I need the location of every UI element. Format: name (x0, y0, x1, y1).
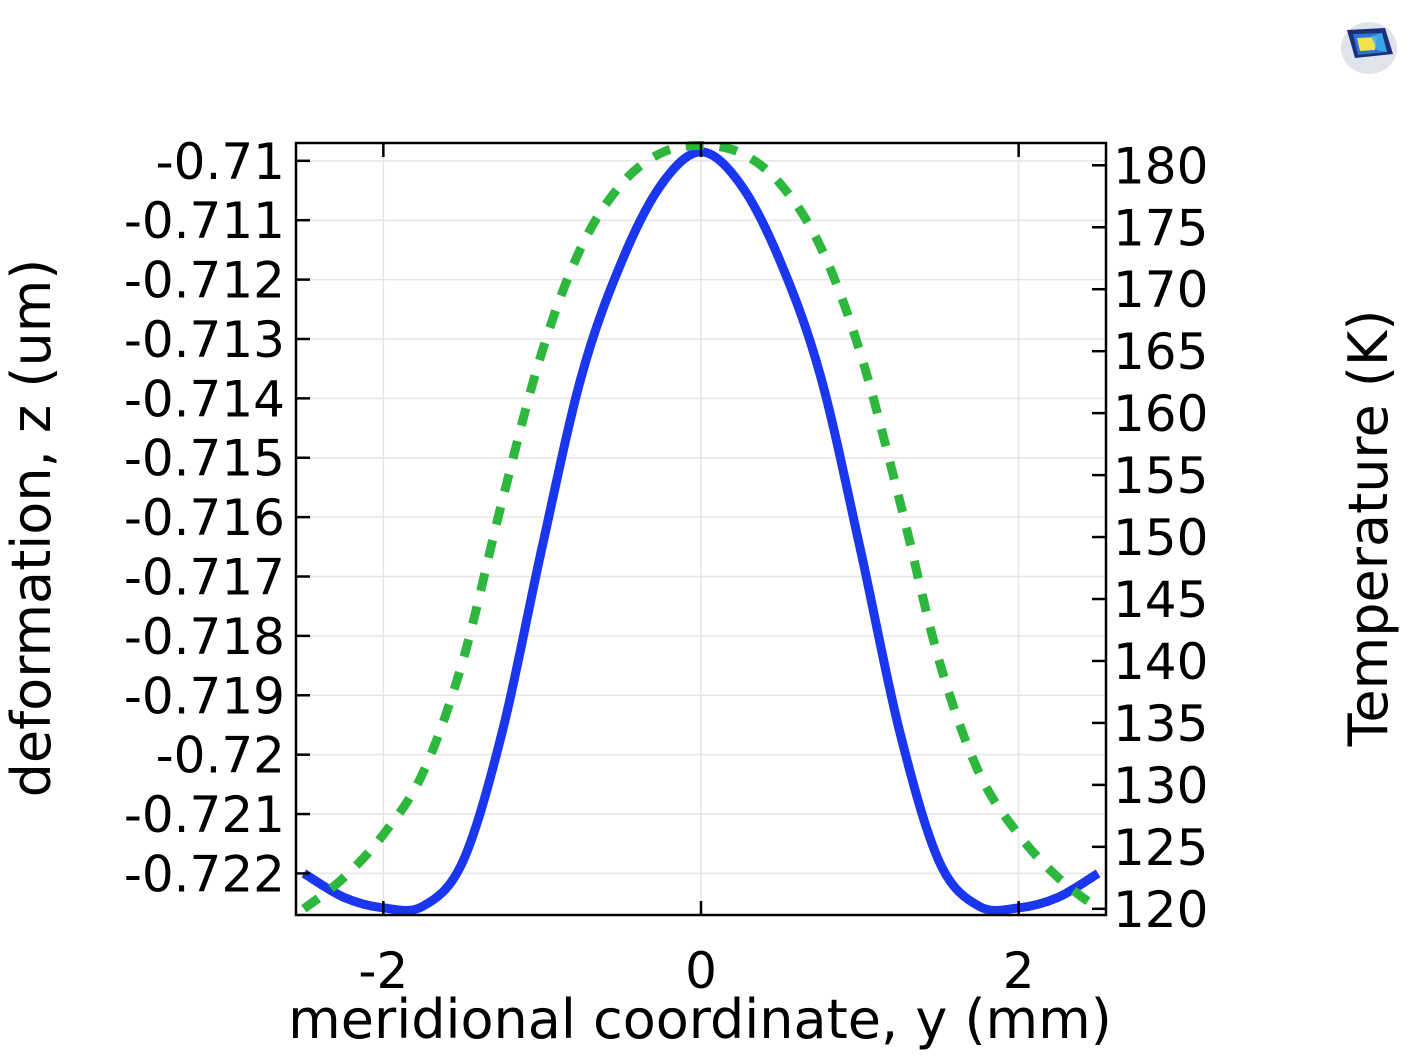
y-tick-label-right: 155 (1113, 447, 1208, 505)
x-tick-label: 2 (1003, 942, 1035, 1000)
y-tick-label-left: -0.71 (156, 133, 285, 191)
y-tick-label-right: 125 (1113, 819, 1208, 877)
y-tick-label-right: 140 (1113, 633, 1208, 691)
y-tick-label-right: 170 (1113, 261, 1208, 319)
y-tick-label-left: -0.716 (124, 489, 285, 547)
tick-labels-layer: -2 0 2-0.71-0.711-0.712-0.713-0.714-0.715-… (124, 133, 1209, 1000)
y-tick-label-right: 120 (1113, 881, 1208, 939)
y-tick-label-left: -0.722 (124, 845, 285, 903)
y-tick-label-right: 175 (1113, 199, 1208, 257)
y-tick-label-right: 150 (1113, 509, 1208, 567)
y-tick-label-left: -0.719 (124, 667, 285, 725)
y-tick-label-right: 165 (1113, 323, 1208, 381)
y-axis-title-left: deformation, z (um) (0, 259, 63, 798)
ticks-layer (296, 143, 1106, 915)
y-tick-label-left: -0.718 (124, 608, 285, 666)
y-tick-label-right: 160 (1113, 385, 1208, 443)
grid-lines (296, 143, 1106, 915)
y-tick-label-left: -0.712 (124, 252, 285, 310)
y-tick-label-right: 145 (1113, 571, 1208, 629)
y-tick-label-left: -0.713 (124, 311, 285, 369)
x-tick-label: 0 (685, 942, 717, 1000)
y-tick-label-right: 180 (1113, 137, 1208, 195)
x-tick-label: -2 (358, 942, 408, 1000)
y-tick-label-left: -0.711 (124, 192, 285, 250)
y-tick-label-left: -0.714 (124, 370, 285, 428)
y-tick-label-right: 135 (1113, 695, 1208, 753)
y-tick-label-left: -0.717 (124, 549, 285, 607)
y-tick-label-left: -0.721 (124, 786, 285, 844)
y-tick-label-left: -0.715 (124, 430, 285, 488)
y-tick-label-right: 130 (1113, 757, 1208, 815)
y-tick-label-left: -0.72 (156, 727, 285, 785)
y-axis-title-right: Temperature (K) (1337, 310, 1400, 748)
x-axis-title: meridional coordinate, y (mm) (288, 988, 1112, 1051)
comsol-logo-icon (1337, 14, 1401, 78)
